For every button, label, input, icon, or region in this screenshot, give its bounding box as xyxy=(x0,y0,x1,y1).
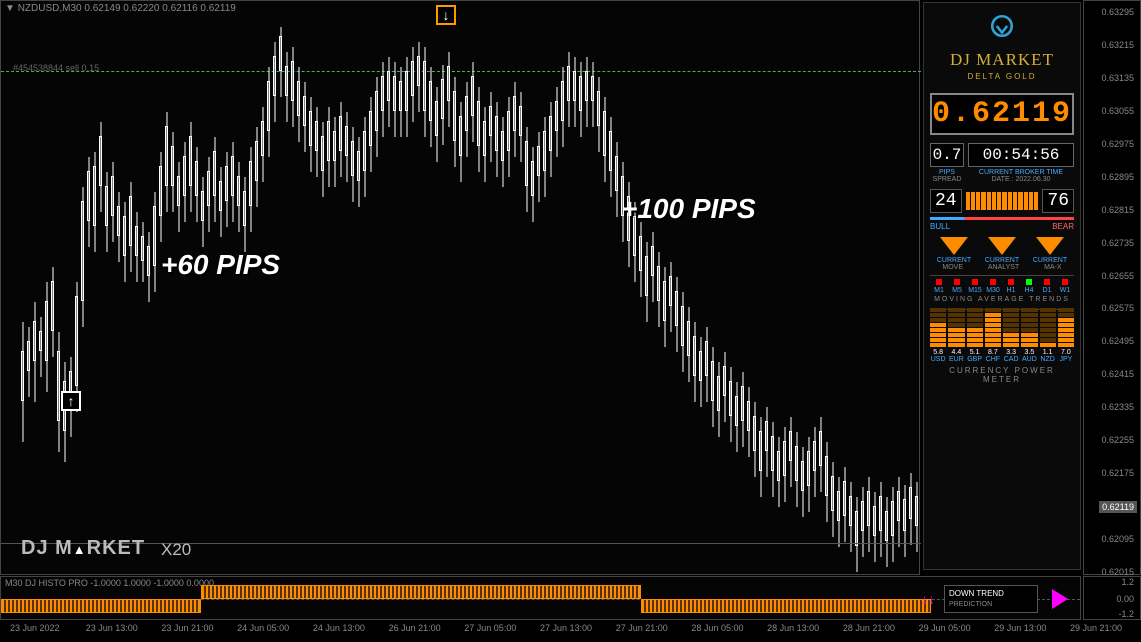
trend-indicators xyxy=(930,237,1074,255)
pips-annotation-1: +60 PIPS xyxy=(161,249,280,281)
bull-value: 24 xyxy=(930,189,962,213)
ytick: 0.62119 xyxy=(1099,501,1137,513)
prediction-box: DOWN TREND PREDICTION xyxy=(944,585,1038,613)
timeframe-cell: W1 xyxy=(1056,279,1074,294)
ytick: 0.62095 xyxy=(1101,534,1134,544)
indicator-y-axis: 1.2 0.00 -1.2 xyxy=(1083,576,1141,620)
xtick: 26 Jun 21:00 xyxy=(389,623,441,633)
indicator-sublabel: ANALYST xyxy=(988,264,1019,271)
spread-label: SPREAD xyxy=(930,176,964,183)
histogram-bar xyxy=(201,585,641,599)
currency-power-values: 5.84.45.18.73.33.51.17.0 xyxy=(930,349,1074,356)
trend-down-icon xyxy=(940,237,968,255)
xtick: 24 Jun 05:00 xyxy=(237,623,289,633)
ytick: 0.63215 xyxy=(1101,40,1134,50)
currency-labels: USDEURGBPCHFCADAUDNZDJPY xyxy=(930,356,1074,363)
ytick: 0.62415 xyxy=(1101,369,1134,379)
ytick: 0.62335 xyxy=(1101,402,1134,412)
timeframe-cell: D1 xyxy=(1038,279,1056,294)
ma-trends-label: MOVING AVERAGE TRENDS xyxy=(930,296,1074,303)
trend-down-icon xyxy=(988,237,1016,255)
xtick: 28 Jun 05:00 xyxy=(691,623,743,633)
bear-label: BEAR xyxy=(1052,222,1074,231)
indicator-ytick: -1.2 xyxy=(1118,609,1134,619)
brand-logo: DJ MARKET DELTA GOLD xyxy=(924,3,1080,85)
ytick: 0.62255 xyxy=(1101,435,1134,445)
timeframe-trends: M1M5M15M30H1H4D1W1 xyxy=(930,275,1074,294)
ytick: 0.62495 xyxy=(1101,336,1134,346)
xtick: 27 Jun 21:00 xyxy=(616,623,668,633)
indicator-label: CURRENT xyxy=(937,257,971,264)
dashboard-panel: DJ MARKET DELTA GOLD 0.62119 0.7 00:54:5… xyxy=(923,2,1081,570)
trend-down-icon xyxy=(1036,237,1064,255)
xtick: 23 Jun 2022 xyxy=(10,623,60,633)
sell-signal-marker: ↓ xyxy=(436,5,456,25)
indicator-sublabel: MA-X xyxy=(1044,264,1062,271)
timeframe-cell: M1 xyxy=(930,279,948,294)
ytick: 0.62175 xyxy=(1101,468,1134,478)
timeframe-cell: H4 xyxy=(1020,279,1038,294)
bull-label: BULL xyxy=(930,222,950,231)
ytick: 0.62735 xyxy=(1101,238,1134,248)
brand-subtitle: DELTA GOLD xyxy=(924,72,1080,81)
timeframe-cell: M15 xyxy=(966,279,984,294)
xtick: 23 Jun 13:00 xyxy=(86,623,138,633)
indicator-label: CURRENT xyxy=(985,257,1019,264)
pips-label: PIPS xyxy=(930,169,964,176)
ytick: 0.63055 xyxy=(1101,106,1134,116)
timeframe-cell: H1 xyxy=(1002,279,1020,294)
broker-time-label: CURRENT BROKER TIME xyxy=(968,169,1074,176)
histogram-indicator[interactable]: M30 DJ HISTO PRO -1.0000 1.0000 -1.0000 … xyxy=(0,576,1081,620)
xtick: 28 Jun 13:00 xyxy=(767,623,819,633)
timeframe-cell: M5 xyxy=(948,279,966,294)
ytick: 0.62655 xyxy=(1101,271,1134,281)
bull-bear-ratio-bar xyxy=(930,217,1074,220)
indicator-ytick: 0.00 xyxy=(1116,594,1134,604)
price-y-axis: 0.63295 0.63215 0.63135 0.63055 0.62975 0.628… xyxy=(1083,0,1141,575)
indicator-ytick: 1.2 xyxy=(1121,577,1134,587)
prediction-title: DOWN TREND xyxy=(949,588,1033,599)
ytick: 0.63135 xyxy=(1101,73,1134,83)
logo-icon xyxy=(989,13,1015,39)
zoom-level: X20 xyxy=(161,540,191,560)
time-x-axis: 23 Jun 2022 23 Jun 13:00 23 Jun 21:00 24 Ju… xyxy=(0,621,1141,641)
play-icon[interactable] xyxy=(1052,589,1068,609)
cpm-label: CURRENCY POWER METER xyxy=(930,366,1074,384)
pips-value: 0.7 xyxy=(930,143,964,167)
histogram-bar xyxy=(1,599,201,613)
buy-signal-marker: ↑ xyxy=(61,391,81,411)
xtick: 24 Jun 13:00 xyxy=(313,623,365,633)
candlestick-series xyxy=(11,21,911,561)
prediction-subtitle: PREDICTION xyxy=(949,599,1033,610)
xtick: 29 Jun 21:00 xyxy=(1070,623,1122,633)
ytick: 0.63295 xyxy=(1101,7,1134,17)
price-chart[interactable]: ▼ NZDUSD,M30 0.62149 0.62220 0.62116 0.6… xyxy=(0,0,920,575)
xtick: 29 Jun 13:00 xyxy=(994,623,1046,633)
ytick: 0.62975 xyxy=(1101,139,1134,149)
ytick: 0.62895 xyxy=(1101,172,1134,182)
broker-time: 00:54:56 xyxy=(968,143,1074,167)
date-label: DATE : 2022.06.30 xyxy=(968,176,1074,183)
indicator-sublabel: MOVE xyxy=(942,264,963,271)
brand-name: DJ MARKET xyxy=(924,50,1080,70)
xtick: 23 Jun 21:00 xyxy=(161,623,213,633)
histogram-bar xyxy=(641,599,931,613)
ytick: 0.62575 xyxy=(1101,303,1134,313)
ytick: 0.62815 xyxy=(1101,205,1134,215)
currency-power-bars xyxy=(930,309,1074,347)
bull-bear-meter: 24 76 xyxy=(930,189,1074,213)
xtick: 28 Jun 21:00 xyxy=(843,623,895,633)
xtick: 29 Jun 05:00 xyxy=(919,623,971,633)
indicator-header: M30 DJ HISTO PRO -1.0000 1.0000 -1.0000 … xyxy=(5,578,214,588)
xtick: 27 Jun 13:00 xyxy=(540,623,592,633)
current-price-display: 0.62119 xyxy=(930,93,1074,135)
watermark-logo: DJ M▲RKET xyxy=(21,537,145,560)
xtick: 27 Jun 05:00 xyxy=(464,623,516,633)
chart-symbol-header: ▼ NZDUSD,M30 0.62149 0.62220 0.62116 0.6… xyxy=(5,3,236,14)
indicator-label: CURRENT xyxy=(1033,257,1067,264)
bear-value: 76 xyxy=(1042,189,1074,213)
prediction-arrows-icon: ↓↓ xyxy=(921,591,935,607)
timeframe-cell: M30 xyxy=(984,279,1002,294)
pips-annotation-2: +100 PIPS xyxy=(621,193,756,225)
